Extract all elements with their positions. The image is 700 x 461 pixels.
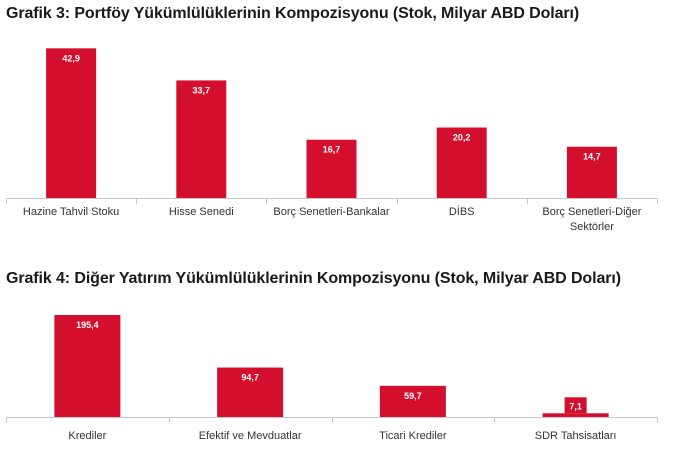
bar	[176, 80, 227, 198]
category-label: Borç Senetleri-Bankalar	[273, 206, 390, 218]
bar-value-label: 59,7	[404, 391, 422, 401]
bar	[54, 315, 121, 417]
bar-value-label: 16,7	[323, 145, 341, 155]
bar-value-label: 94,7	[241, 373, 259, 383]
category-label: SDR Tahsisatları	[535, 430, 617, 442]
bar	[566, 146, 617, 198]
bar-value-label: 42,9	[62, 53, 80, 63]
bar-label-box	[564, 397, 587, 414]
bar-value-label: 20,2	[453, 133, 471, 143]
chart-2-title: Grafik 4: Diğer Yatırım Yükümlülüklerini…	[6, 270, 621, 287]
bar	[542, 413, 609, 417]
category-label: Hazine Tahvil Stoku	[23, 206, 119, 218]
bar-value-label: 33,7	[193, 85, 211, 95]
category-label: Hisse Senedi	[169, 206, 234, 218]
bar-value-label: 195,4	[76, 320, 99, 330]
category-label: DİBS	[449, 205, 475, 218]
bar	[436, 127, 487, 198]
category-label: Borç Senetleri-Diğer Sektörler	[542, 206, 641, 233]
bar-value-label: 14,7	[583, 152, 601, 162]
category-label: Efektif ve Mevduatlar	[199, 430, 302, 442]
category-label: Ticari Krediler	[379, 430, 447, 442]
bar	[46, 48, 97, 199]
bar-value-label: 7,1	[569, 401, 582, 411]
bar	[379, 385, 446, 417]
chart-1-title: Grafik 3: Portföy Yükümlülüklerinin Komp…	[6, 5, 580, 22]
bar	[217, 367, 284, 417]
category-label: Krediler	[68, 430, 106, 442]
bar	[306, 139, 357, 198]
